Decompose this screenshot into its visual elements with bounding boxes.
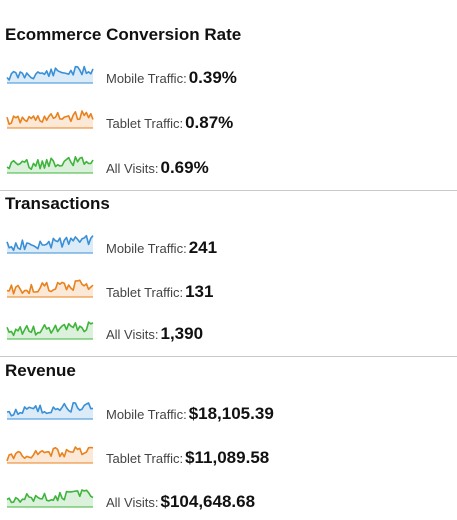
sparkline-all-visits	[6, 156, 94, 174]
metric-label: Tablet Traffic: 131	[106, 282, 214, 301]
sparkline-area	[7, 402, 93, 419]
section-divider	[0, 356, 457, 357]
sparkline-mobile	[6, 65, 94, 84]
section-divider	[0, 190, 457, 191]
metric-label: All Visits: 0.69%	[106, 158, 209, 177]
metric-row-tablet: Tablet Traffic: 0.87%	[0, 107, 457, 132]
section-title: Ecommerce Conversion Rate	[5, 25, 242, 44]
metric-row-all-visits: All Visits: $104,648.68	[0, 486, 457, 511]
metric-row-mobile: Mobile Traffic: $18,105.39	[0, 398, 457, 423]
sparkline-line	[6, 110, 94, 126]
metric-value: 241	[188, 238, 218, 257]
sparkline-line	[6, 446, 94, 462]
section-title: Transactions	[5, 194, 110, 213]
metric-value: 0.39%	[188, 68, 237, 87]
metric-value: 0.69%	[160, 158, 209, 177]
metric-label: Tablet Traffic: 0.87%	[106, 113, 234, 132]
sparkline-area	[7, 490, 93, 507]
sparkline-line	[6, 402, 94, 417]
sparkline-line	[6, 321, 94, 337]
metric-label: All Visits: $104,648.68	[106, 492, 256, 511]
sparkline-mobile	[6, 234, 94, 254]
sparkline-tablet	[6, 279, 94, 298]
metric-row-tablet: Tablet Traffic: $11,089.58	[0, 442, 457, 467]
sparkline-area	[7, 111, 93, 128]
sparkline-mobile	[6, 402, 94, 420]
sparkline-line	[6, 489, 94, 504]
metric-value: $11,089.58	[185, 448, 270, 467]
metric-label: All Visits: 1,390	[106, 324, 204, 343]
sparkline-all-visits	[6, 489, 94, 508]
sparkline-tablet	[6, 110, 94, 129]
metric-label: Tablet Traffic: $11,089.58	[106, 448, 270, 467]
metric-value: 0.87%	[185, 113, 234, 132]
metric-value: 1,390	[160, 324, 204, 343]
metric-row-all-visits: All Visits: 1,390	[0, 318, 457, 343]
sparkline-tablet	[6, 446, 94, 464]
metric-row-all-visits: All Visits: 0.69%	[0, 152, 457, 177]
metric-label: Mobile Traffic: $18,105.39	[106, 404, 274, 423]
sparkline-line	[6, 234, 94, 252]
sparkline-all-visits	[6, 321, 94, 340]
metric-value: $104,648.68	[160, 492, 256, 511]
sparkline-line	[6, 65, 94, 81]
sparkline-line	[6, 279, 94, 295]
metric-label: Mobile Traffic: 241	[106, 238, 218, 257]
metric-value: $18,105.39	[188, 404, 274, 423]
metric-label: Mobile Traffic: 0.39%	[106, 68, 237, 87]
metric-row-mobile: Mobile Traffic: 241	[0, 232, 457, 257]
metric-row-tablet: Tablet Traffic: 131	[0, 276, 457, 301]
sparkline-line	[6, 156, 94, 171]
metric-value: 131	[185, 282, 214, 301]
section-title: Revenue	[5, 361, 76, 380]
metric-row-mobile: Mobile Traffic: 0.39%	[0, 62, 457, 87]
